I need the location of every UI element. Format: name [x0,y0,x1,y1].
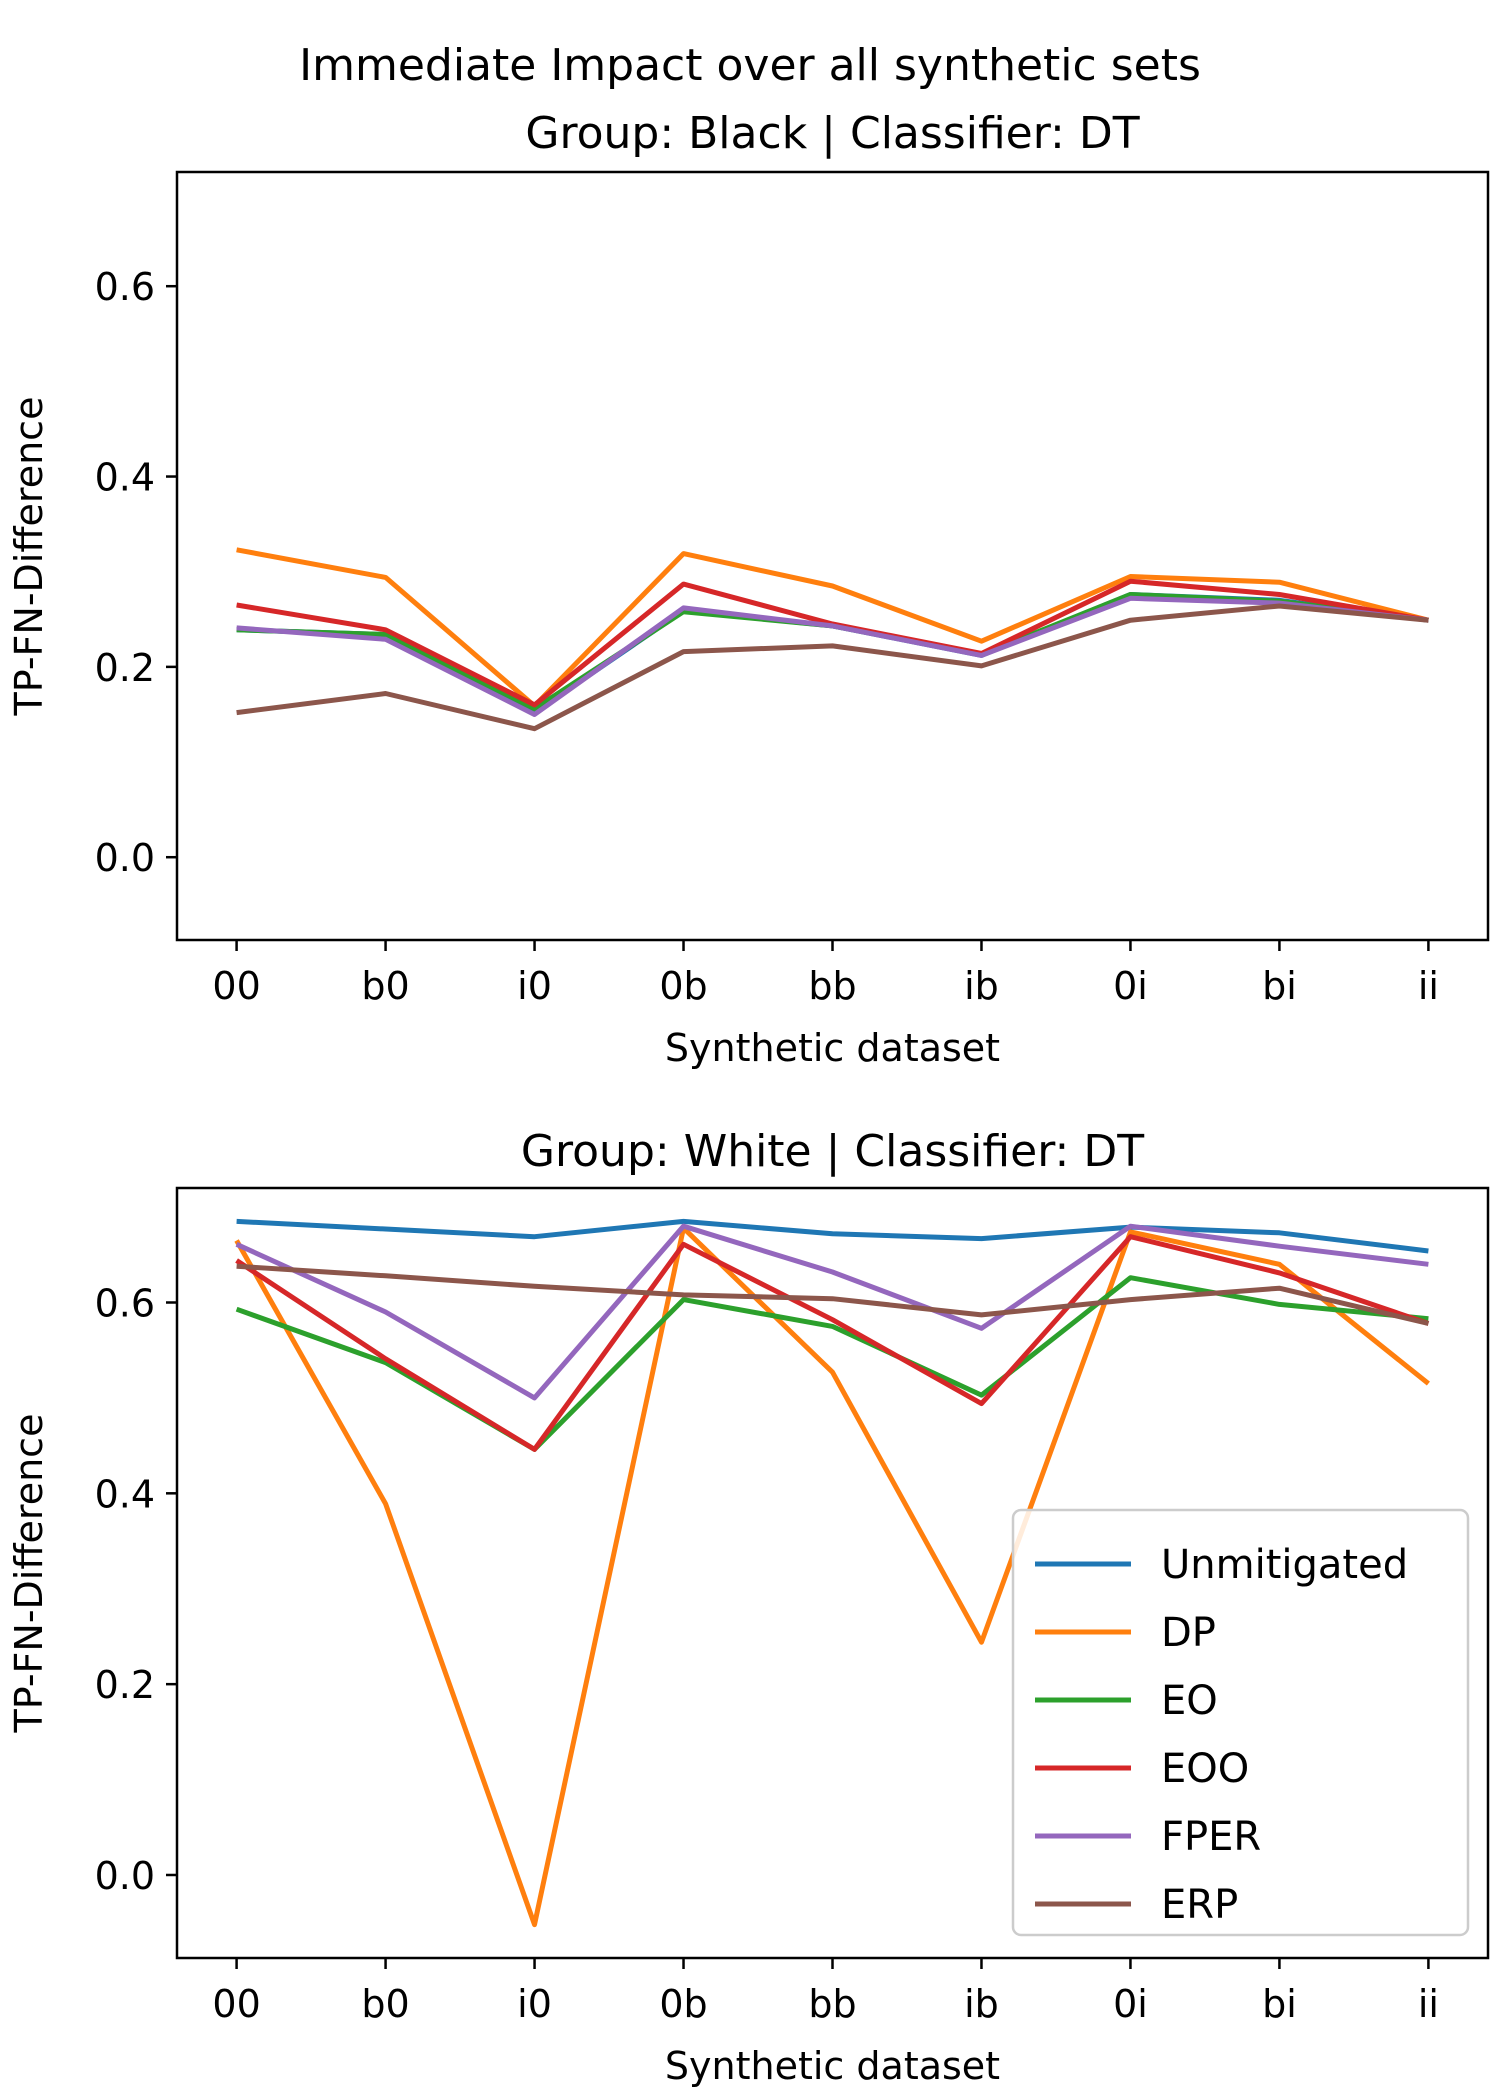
x-tick-label: i0 [517,1982,552,2026]
legend: Unmitigated DP EO EOO FPER ERP [1011,1508,1470,1937]
figure-title: Immediate Impact over all synthetic sets [299,40,1201,91]
legend-label: EOO [1161,1746,1249,1792]
x-tick-label: b0 [361,964,409,1008]
legend-item-unmitigated: Unmitigated [1035,1542,1408,1588]
x-tick-label: ii [1418,1982,1439,2026]
x-tick-label: 0b [659,1982,707,2026]
chart-title: Group: Black | Classifier: DT [525,108,1139,159]
legend-label: ERP [1161,1882,1238,1928]
legend-item-dp: DP [1035,1610,1216,1656]
legend-item-erp: ERP [1035,1882,1238,1928]
x-tick-label: bb [808,1982,856,2026]
y-tick-label: 0.6 [95,1281,155,1325]
x-tick-label: 00 [212,1982,260,2026]
plot-frame [175,170,1490,942]
x-tick-label: ib [964,1982,999,2026]
legend-label: FPER [1161,1814,1261,1860]
chart-title: Group: White | Classifier: DT [521,1126,1144,1177]
x-tick-label: b0 [361,1982,409,2026]
x-tick-label: ib [964,964,999,1008]
y-tick-label: 0.0 [95,1854,155,1898]
x-axis-label: Synthetic dataset [665,2044,1000,2088]
series-line-unmitigated [236,1218,1429,1254]
x-tick-label: bi [1262,964,1297,1008]
series-line-eoo [235,1234,1430,1452]
legend-label: EO [1161,1678,1218,1724]
x-tick-label: 0i [1113,964,1148,1008]
x-tick-label: bi [1262,1982,1297,2026]
series-line-eo [235,1275,1429,1452]
x-tick-label: 0i [1113,1982,1148,2026]
legend-item-eoo: EOO [1035,1746,1249,1792]
series-line-dp [236,547,1430,709]
y-axis-label: TP-FN-Difference [7,1414,51,1734]
y-tick-label: 0.4 [95,1472,155,1516]
legend-box [1011,1508,1470,1937]
legend-label: Unmitigated [1161,1542,1408,1588]
x-axis-label: Synthetic dataset [665,1026,1000,1070]
y-tick-label: 0.4 [95,456,155,500]
series-line-dp [234,1225,1430,1928]
legend-item-eo: EO [1035,1678,1218,1724]
legend-label: DP [1161,1610,1216,1656]
y-tick-label: 0.0 [95,836,155,880]
x-tick-label: ii [1418,964,1439,1008]
legend-item-fper: FPER [1035,1814,1261,1860]
black-group-chart: Group: Black | Classifier: DT 00 b0 i0 0b bb i… [7,108,1490,1070]
series-line-fper [235,1223,1429,1401]
x-tick-label: bb [808,964,856,1008]
x-tick-label: i0 [517,964,552,1008]
y-tick-label: 0.6 [95,265,155,309]
series-line-fper [236,595,1429,717]
y-tick-label: 0.2 [95,646,155,690]
y-axis-label: TP-FN-Difference [7,397,51,717]
series-line-erp [236,1263,1429,1326]
white-group-chart: Group: White | Classifier: DT 00 b0 i0 0b bb i… [7,1126,1490,2088]
x-tick-label: 00 [212,964,260,1008]
y-tick-label: 0.2 [95,1663,155,1707]
series-line-erp [236,603,1429,732]
x-tick-label: 0b [659,964,707,1008]
